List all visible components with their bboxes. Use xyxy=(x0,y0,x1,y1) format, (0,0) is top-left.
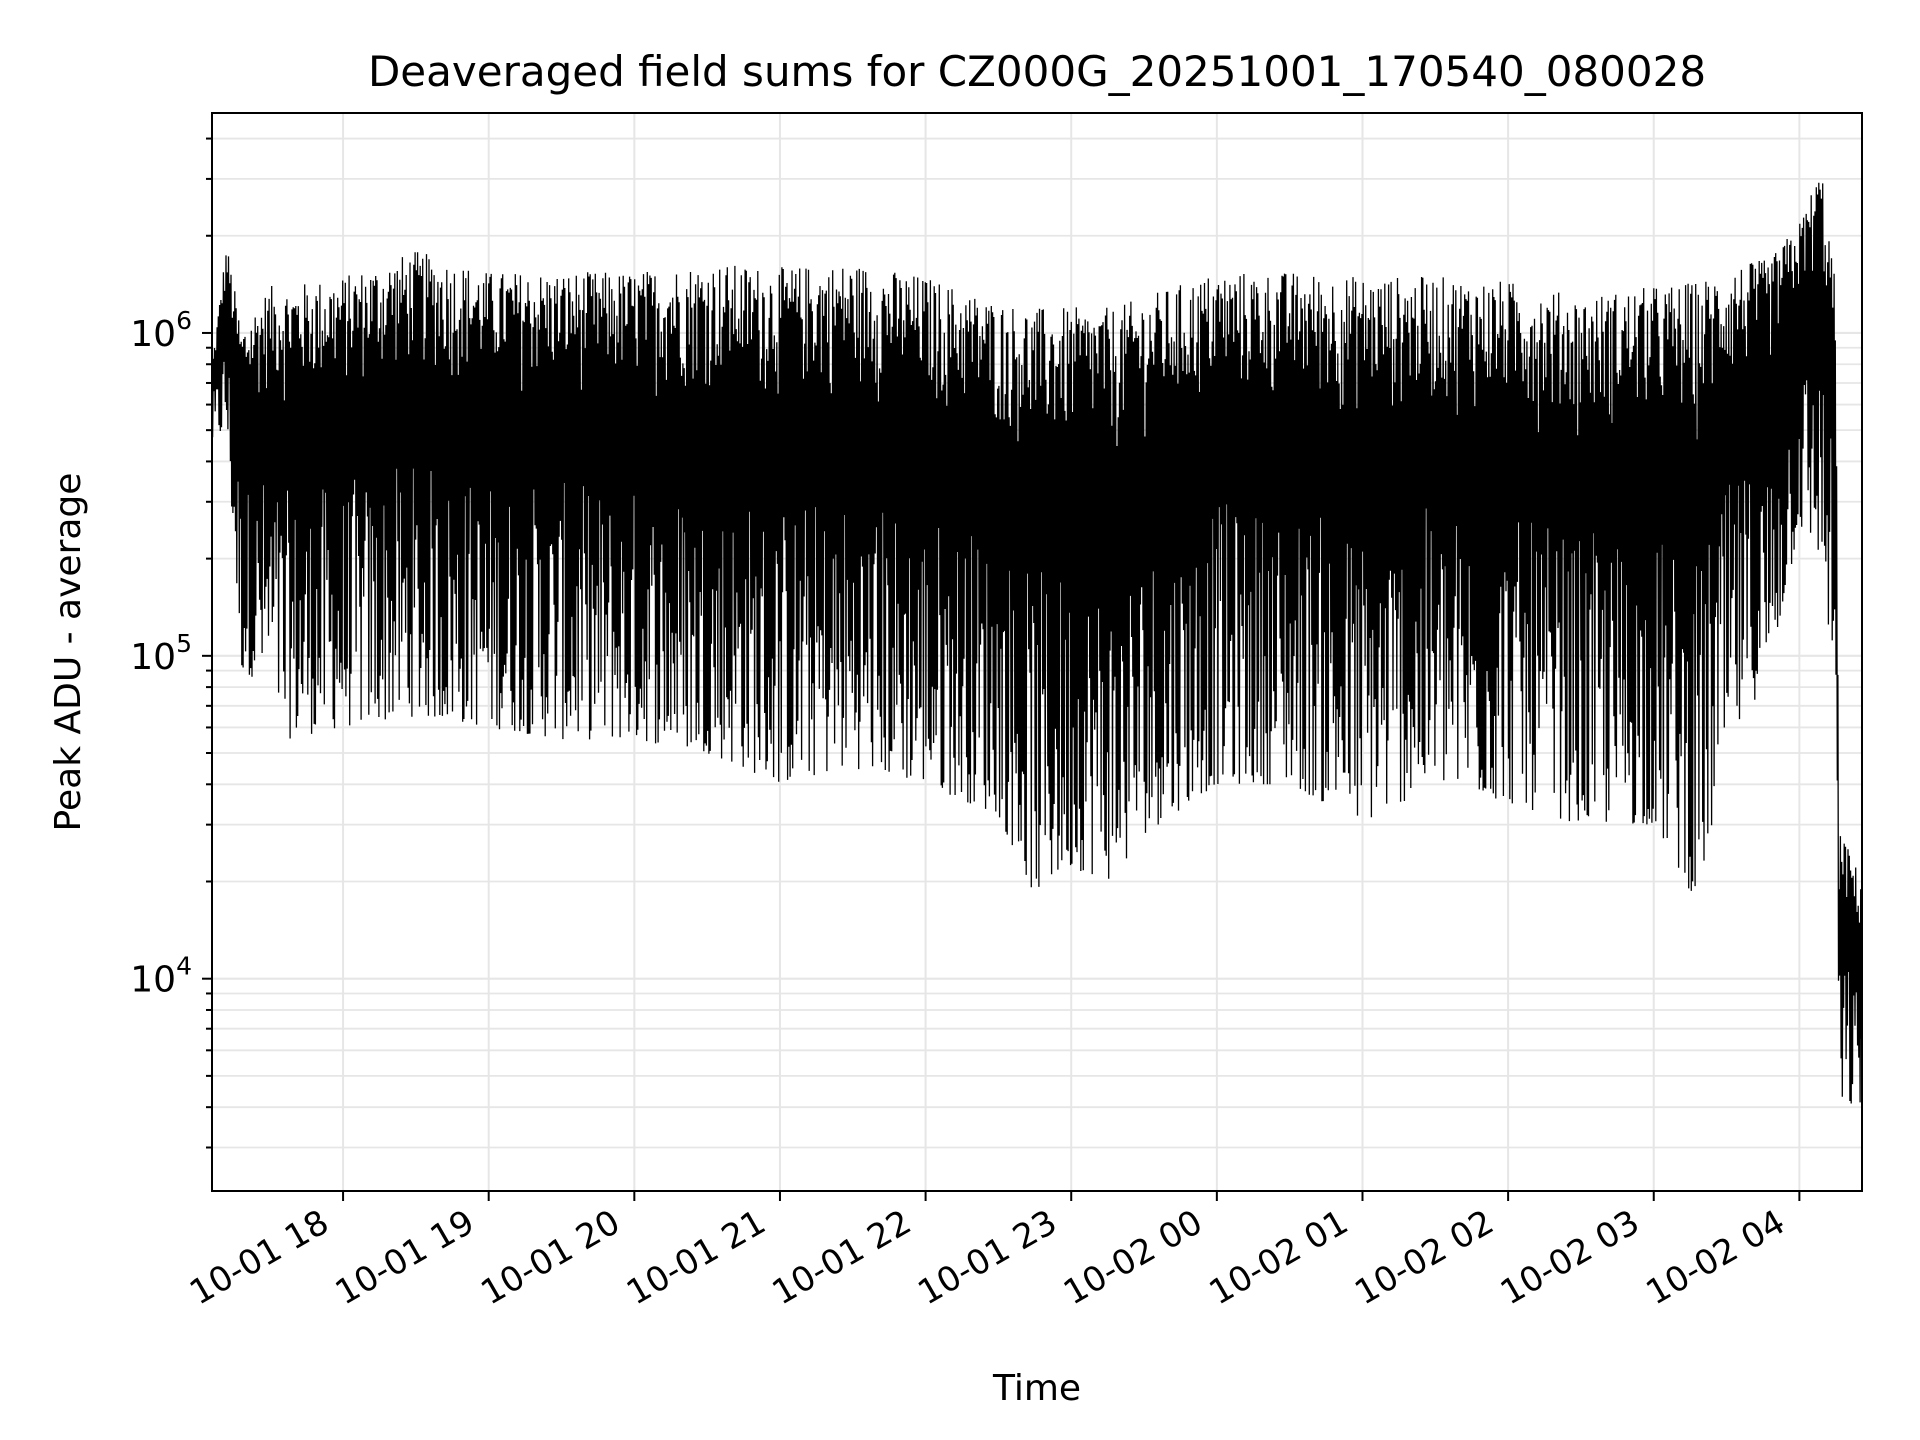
y-tick-label: 104 xyxy=(130,952,192,1001)
plot-frame xyxy=(211,112,1863,1192)
chart-title: Deaveraged field sums for CZ000G_2025100… xyxy=(368,47,1706,96)
y-tick-label: 106 xyxy=(130,306,192,355)
y-axis-label: Peak ADU - average xyxy=(48,473,89,832)
y-tick-label: 105 xyxy=(130,629,192,678)
series-line-path xyxy=(211,182,1863,1104)
series-line xyxy=(211,182,1863,1104)
x-axis-label: Time xyxy=(992,1368,1081,1409)
